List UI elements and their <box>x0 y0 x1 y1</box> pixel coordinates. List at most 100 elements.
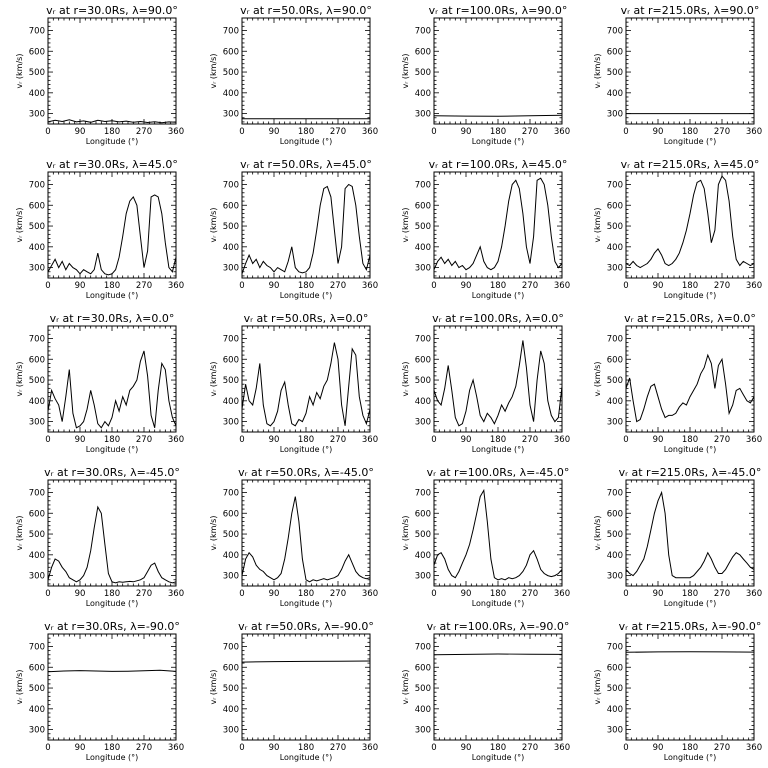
x-tick-label: 360 <box>554 281 570 291</box>
plot-frame <box>433 17 563 125</box>
y-axis-label: vᵣ (km/s) <box>209 54 218 89</box>
y-tick-label: 300 <box>415 572 431 582</box>
x-tick-label: 90 <box>75 743 86 753</box>
x-axis-label: Longitude (°) <box>86 753 139 762</box>
series-line <box>47 194 177 276</box>
y-tick-label: 400 <box>29 397 45 407</box>
series-line <box>625 651 755 653</box>
x-tick-label: 360 <box>168 281 184 291</box>
x-tick-label: 90 <box>269 435 280 445</box>
x-axis-label: Longitude (°) <box>664 599 717 608</box>
plot-frame <box>625 17 755 125</box>
x-tick-label: 270 <box>330 743 346 753</box>
y-tick-label: 500 <box>223 222 239 232</box>
y-tick-label: 600 <box>29 509 45 519</box>
x-tick-label: 0 <box>623 281 628 291</box>
x-tick-label: 270 <box>522 127 538 137</box>
y-tick-label: 400 <box>29 243 45 253</box>
series-line <box>433 114 563 117</box>
plot-frame <box>47 171 177 279</box>
y-axis-label: vᵣ (km/s) <box>15 362 24 397</box>
y-tick-label: 600 <box>607 509 623 519</box>
series-line <box>241 342 371 427</box>
x-tick-label: 270 <box>714 743 730 753</box>
x-tick-label: 360 <box>746 743 762 753</box>
x-tick-label: 90 <box>269 743 280 753</box>
y-tick-label: 600 <box>223 201 239 211</box>
y-tick-label: 300 <box>607 110 623 120</box>
panel-title: vᵣ at r=100.0Rs, λ=45.0° <box>429 158 568 171</box>
x-tick-label: 270 <box>522 435 538 445</box>
x-tick-label: 270 <box>136 127 152 137</box>
x-axis-label: Longitude (°) <box>472 137 525 146</box>
y-tick-label: 400 <box>415 243 431 253</box>
y-tick-label: 500 <box>607 376 623 386</box>
y-tick-label: 700 <box>607 642 623 652</box>
series-line <box>47 119 177 124</box>
series-line <box>433 177 563 271</box>
x-tick-label: 360 <box>168 435 184 445</box>
panel-title: vᵣ at r=50.0Rs, λ=45.0° <box>240 158 372 171</box>
series-line <box>47 505 177 584</box>
y-tick-label: 500 <box>607 684 623 694</box>
x-tick-label: 360 <box>168 743 184 753</box>
y-tick-label: 500 <box>607 68 623 78</box>
x-tick-label: 180 <box>682 589 698 599</box>
y-axis-label: vᵣ (km/s) <box>15 54 24 89</box>
x-tick-label: 180 <box>298 743 314 753</box>
panel-title: vᵣ at r=100.0Rs, λ=90.0° <box>429 4 568 17</box>
x-tick-label: 0 <box>431 281 436 291</box>
y-tick-label: 500 <box>415 68 431 78</box>
x-tick-label: 180 <box>104 281 120 291</box>
x-tick-label: 180 <box>490 127 506 137</box>
x-tick-label: 360 <box>746 589 762 599</box>
y-axis-label: vᵣ (km/s) <box>593 54 602 89</box>
y-tick-label: 500 <box>223 376 239 386</box>
y-axis-label: vᵣ (km/s) <box>593 362 602 397</box>
x-tick-label: 0 <box>431 127 436 137</box>
y-tick-label: 400 <box>415 397 431 407</box>
y-tick-label: 400 <box>415 89 431 99</box>
panel-title: vᵣ at r=215.0Rs, λ=-45.0° <box>619 466 762 479</box>
x-tick-label: 270 <box>136 743 152 753</box>
x-axis-label: Longitude (°) <box>280 753 333 762</box>
x-axis-label: Longitude (°) <box>86 137 139 146</box>
panel-title: vᵣ at r=30.0Rs, λ=-45.0° <box>44 466 180 479</box>
x-axis-label: Longitude (°) <box>472 753 525 762</box>
y-tick-label: 300 <box>223 264 239 274</box>
y-tick-label: 700 <box>29 334 45 344</box>
series-line <box>433 488 563 581</box>
series-line <box>241 660 371 663</box>
y-tick-label: 400 <box>607 705 623 715</box>
x-axis-label: Longitude (°) <box>86 599 139 608</box>
x-tick-label: 90 <box>461 127 472 137</box>
x-tick-label: 0 <box>45 281 50 291</box>
x-tick-label: 0 <box>431 435 436 445</box>
y-tick-label: 700 <box>223 180 239 190</box>
y-tick-label: 600 <box>415 355 431 365</box>
x-axis-label: Longitude (°) <box>472 599 525 608</box>
y-tick-label: 700 <box>223 642 239 652</box>
y-tick-label: 500 <box>223 530 239 540</box>
y-tick-label: 300 <box>415 110 431 120</box>
y-tick-label: 400 <box>607 397 623 407</box>
y-tick-label: 500 <box>415 530 431 540</box>
x-tick-label: 360 <box>168 589 184 599</box>
x-tick-label: 90 <box>653 281 664 291</box>
y-tick-label: 700 <box>607 334 623 344</box>
x-tick-label: 360 <box>362 743 378 753</box>
y-tick-label: 300 <box>223 110 239 120</box>
y-tick-label: 600 <box>607 47 623 57</box>
x-tick-label: 270 <box>714 435 730 445</box>
y-tick-label: 300 <box>29 110 45 120</box>
plot-frame <box>625 633 755 741</box>
y-tick-label: 400 <box>223 705 239 715</box>
x-tick-label: 180 <box>490 435 506 445</box>
x-tick-label: 90 <box>75 435 86 445</box>
y-tick-label: 700 <box>415 334 431 344</box>
y-tick-label: 300 <box>607 418 623 428</box>
y-axis-label: vᵣ (km/s) <box>401 670 410 705</box>
y-tick-label: 300 <box>29 572 45 582</box>
x-tick-label: 270 <box>714 281 730 291</box>
panel-title: vᵣ at r=215.0Rs, λ=-90.0° <box>619 620 762 633</box>
